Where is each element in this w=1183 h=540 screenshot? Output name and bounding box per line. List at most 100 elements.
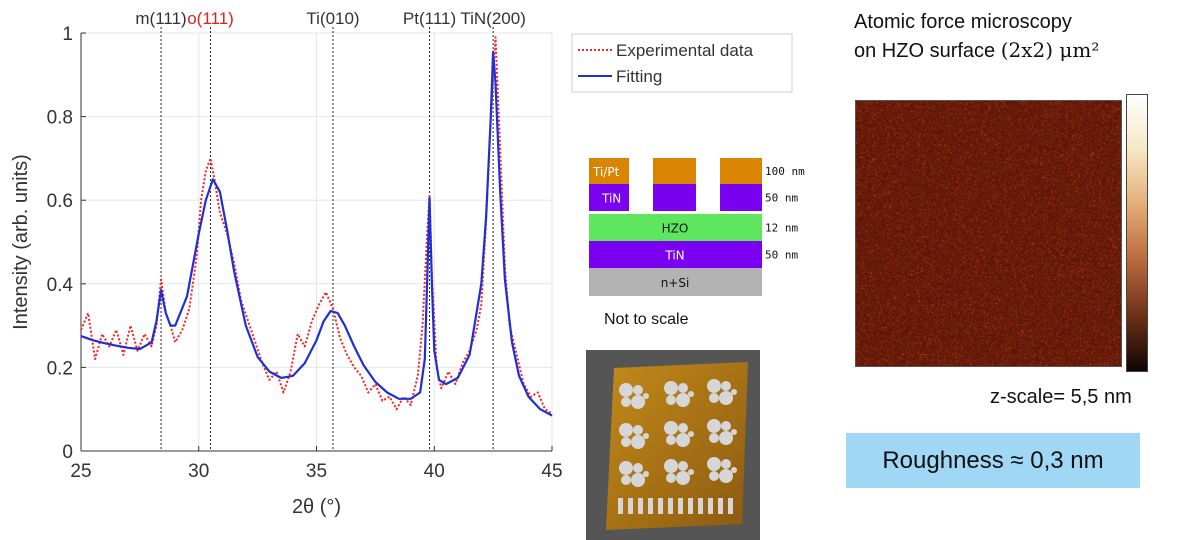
sample-pad (688, 431, 694, 437)
sample-pad (631, 435, 645, 449)
sample-pad (621, 397, 631, 407)
stack-thickness-label: 12 nm (765, 222, 798, 235)
experimental-data-line (80, 36, 553, 415)
sample-pad (688, 469, 694, 475)
sample-pad (676, 471, 690, 485)
sample-finger (708, 498, 713, 514)
stack-thickness-label: 100 nm (765, 165, 805, 178)
sample-pad (678, 383, 688, 393)
not-to-scale-note: Not to scale (604, 311, 689, 328)
sample-pad (707, 419, 721, 433)
sample-pad (678, 461, 688, 471)
sample-pad (643, 471, 649, 477)
sample-pad (678, 423, 688, 433)
sample-finger (728, 498, 733, 514)
afm-title-line2: on HZO surface (2x2) μm² (854, 36, 1099, 65)
peak-label: Ti(010) (306, 9, 359, 28)
fitting-line (80, 50, 553, 417)
sample-pad (666, 395, 676, 405)
x-tick-label: 25 (70, 461, 91, 482)
sample-finger (698, 498, 703, 514)
sample-pad (631, 473, 645, 487)
peak-label: o(111) (187, 9, 234, 28)
sample-pad (676, 393, 690, 407)
stack-layer (589, 214, 762, 241)
layer-stack-diagram: Ti/Pt 100 nm TiN 50 nm HZO 12 nm TiN 50 nm n+Si (589, 158, 805, 296)
afm-surface-image (855, 100, 1122, 367)
sample-finger (648, 498, 653, 514)
y-tick-label: 0.2 (47, 358, 73, 379)
stack-layer (589, 268, 762, 296)
stack-layer-label: n+Si (661, 276, 690, 290)
sample-pad (666, 473, 676, 483)
sample-pad (709, 393, 719, 403)
sample-pad (721, 421, 731, 431)
stack-layer-label: TiN (664, 249, 684, 263)
afm-z-scale-label: z-scale= 5,5 nm (990, 386, 1132, 408)
stack-thickness-label: 50 nm (765, 192, 798, 205)
sample-pad (707, 457, 721, 471)
y-tick-label: 0.6 (47, 191, 73, 212)
afm-title-line1: Atomic force microscopy (854, 11, 1072, 33)
y-tick-label: 1 (62, 24, 73, 45)
sample-pad (731, 467, 737, 473)
afm-colorbar (1126, 94, 1148, 372)
sample-pad (731, 429, 737, 435)
x-tick-label: 45 (541, 461, 562, 482)
stack-layer (589, 241, 762, 268)
stack-layer (653, 184, 696, 211)
y-axis-label: Intensity (arb. units) (10, 154, 32, 330)
y-tick-label: 0.4 (47, 275, 74, 296)
sample-finger (688, 498, 693, 514)
sample-pad (721, 381, 731, 391)
sample-finger (678, 498, 683, 514)
sample-photo (586, 350, 760, 540)
sample-finger (668, 498, 673, 514)
stack-layer (720, 158, 762, 184)
stack-layer-label: HZO (662, 222, 689, 236)
sample-pad (631, 395, 645, 409)
sample-pad (643, 433, 649, 439)
sample-pad (709, 433, 719, 443)
sample-pad (619, 461, 633, 475)
sample-pad (731, 389, 737, 395)
sample-pads (618, 379, 737, 514)
sample-pad (676, 433, 690, 447)
sample-pad (721, 459, 731, 469)
peak-label: m(111) (135, 9, 186, 28)
x-tick-label: 30 (188, 461, 209, 482)
sample-pad (666, 435, 676, 445)
sample-pad (719, 469, 733, 483)
x-tick-label: 35 (306, 461, 327, 482)
sample-pad (707, 379, 721, 393)
sample-finger (718, 498, 723, 514)
stack-layer (589, 158, 629, 184)
sample-pad (664, 421, 678, 435)
sample-pad (633, 463, 643, 473)
afm-title: Atomic force microscopy on HZO surface (… (854, 8, 1099, 65)
sample-pad (688, 391, 694, 397)
peak-label: Pt(111) (403, 9, 456, 28)
sample-pad (719, 391, 733, 405)
afm-title-line2-text: on HZO surface (854, 40, 996, 62)
stack-layer-label: Ti/Pt (592, 165, 620, 179)
sample-pad (619, 383, 633, 397)
peak-label: TiN(200) (460, 9, 526, 28)
roughness-value: Roughness ≈ 0,3 nm (882, 446, 1104, 474)
afm-texture (856, 101, 1121, 366)
stack-layer (589, 184, 629, 211)
y-tick-label: 0 (62, 442, 73, 463)
sample-finger (658, 498, 663, 514)
sample-pad (633, 425, 643, 435)
stack-layer (720, 184, 762, 211)
sample-pad (719, 431, 733, 445)
stack-layer (653, 158, 696, 184)
x-axis-label: 2θ (°) (292, 496, 341, 518)
sample-finger (628, 498, 633, 514)
x-tick-label: 40 (424, 461, 445, 482)
legend-label: Experimental data (616, 41, 754, 60)
sample-photo-drawing (586, 350, 760, 540)
sample-finger (618, 498, 623, 514)
sample-pad (664, 381, 678, 395)
